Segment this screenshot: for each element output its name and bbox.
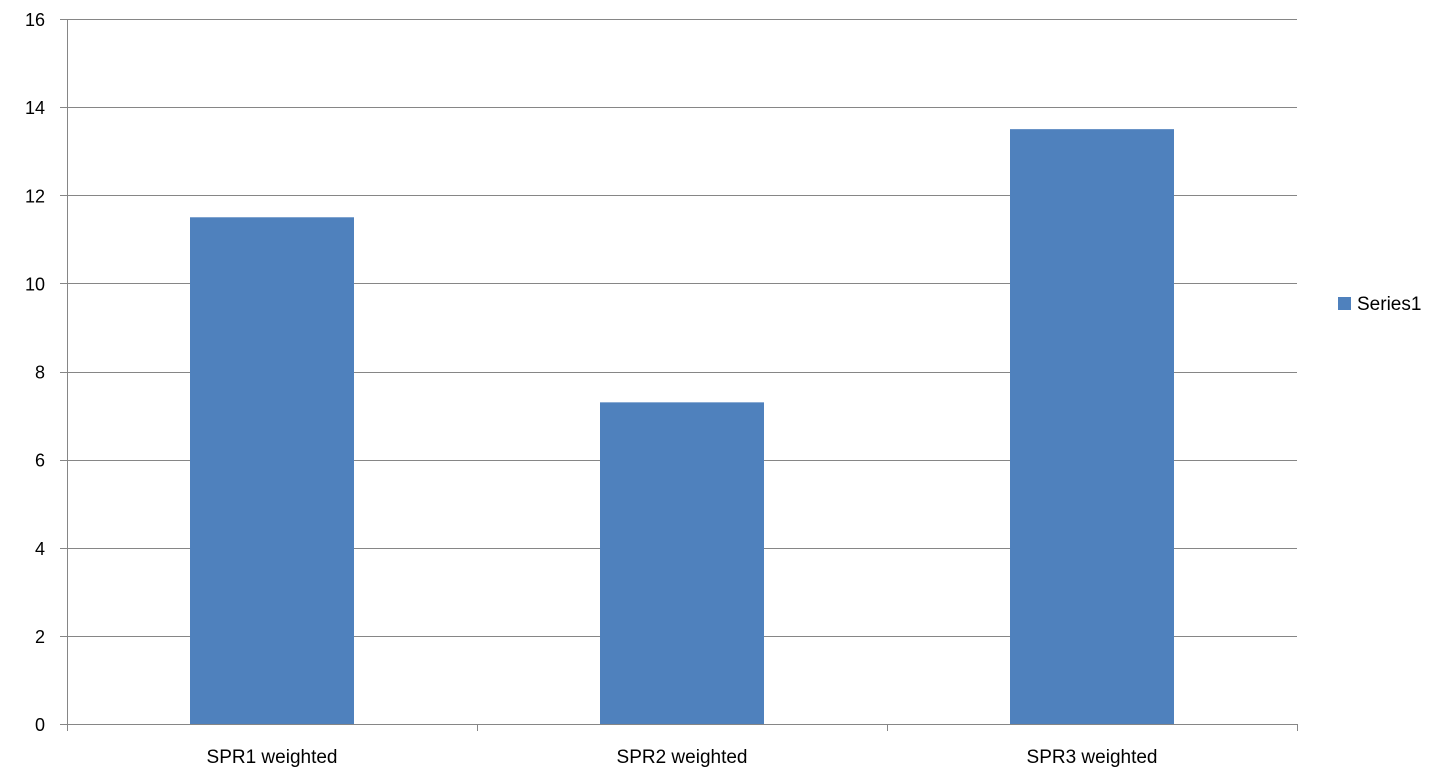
y-tick-label: 10 <box>25 274 45 294</box>
x-category-label: SPR1 weighted <box>207 747 338 768</box>
x-axis-category-labels: SPR1 weighted SPR2 weighted SPR3 weighted <box>207 747 1158 768</box>
y-axis-tick-labels: 0 2 4 6 8 10 12 14 16 <box>25 10 45 735</box>
legend-label-series1: Series1 <box>1357 294 1421 315</box>
y-tick-label: 4 <box>35 539 45 559</box>
y-tick-label: 0 <box>35 715 45 735</box>
bar <box>190 217 354 724</box>
x-category-label: SPR3 weighted <box>1027 747 1158 768</box>
x-category-label: SPR2 weighted <box>617 747 748 768</box>
y-tick-label: 12 <box>25 186 45 206</box>
legend-swatch-series1 <box>1338 297 1351 310</box>
y-tick-label: 8 <box>35 363 45 383</box>
y-tick-label: 2 <box>35 627 45 647</box>
y-tick-label: 14 <box>25 98 45 118</box>
y-tick-label: 6 <box>35 451 45 471</box>
y-tick-label: 16 <box>25 10 45 30</box>
legend: Series1 <box>1338 294 1421 315</box>
bar <box>600 402 764 724</box>
bar <box>1010 129 1174 724</box>
axes <box>60 19 1298 731</box>
bars <box>190 129 1174 724</box>
